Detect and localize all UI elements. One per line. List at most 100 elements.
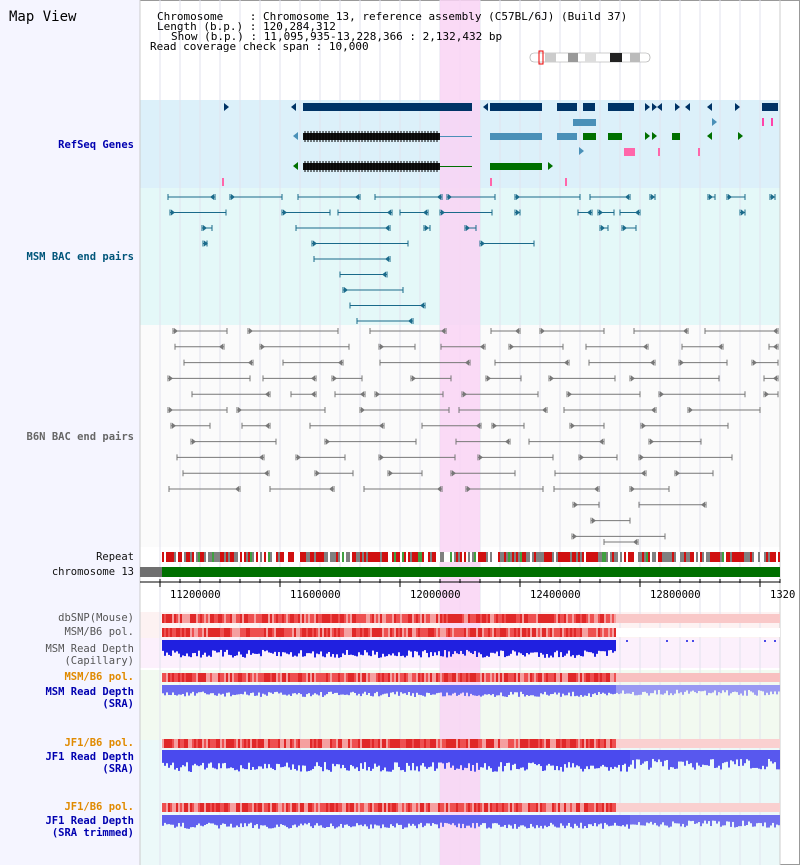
polymorphism-mark bbox=[376, 614, 378, 623]
read-depth-bar bbox=[638, 750, 640, 760]
polymorphism-mark bbox=[200, 614, 202, 623]
track-label-jf1-depth-sra-1[interactable]: JF1 Read Depth bbox=[45, 751, 134, 763]
polymorphism-mark bbox=[744, 628, 746, 637]
polymorphism-mark bbox=[284, 614, 286, 623]
polymorphism-mark bbox=[742, 673, 744, 682]
polymorphism-mark bbox=[514, 739, 516, 748]
read-depth-bar bbox=[254, 815, 256, 826]
polymorphism-mark bbox=[224, 614, 226, 623]
polymorphism-mark bbox=[614, 739, 616, 748]
read-depth-bar bbox=[254, 750, 256, 770]
track-label-jf1-b6-pol-2[interactable]: JF1/B6 pol. bbox=[64, 801, 134, 813]
read-depth-bar bbox=[676, 815, 678, 824]
polymorphism-mark bbox=[276, 803, 278, 812]
polymorphism-mark bbox=[514, 803, 516, 812]
read-depth-bar bbox=[690, 815, 692, 822]
repeat-mark bbox=[722, 552, 724, 562]
read-depth-bar bbox=[728, 750, 730, 768]
repeat-mark bbox=[604, 552, 606, 562]
read-depth-bar bbox=[384, 750, 386, 768]
read-depth-bar bbox=[340, 685, 342, 695]
track-label-refseq[interactable]: RefSeq Genes bbox=[58, 139, 134, 151]
strand-arrow bbox=[657, 103, 662, 111]
polymorphism-mark bbox=[764, 739, 766, 748]
repeat-mark bbox=[588, 552, 590, 562]
track-label-dbsnp[interactable]: dbSNP(Mouse) bbox=[58, 612, 134, 624]
repeat-mark bbox=[336, 552, 338, 562]
polymorphism-mark bbox=[616, 803, 618, 812]
polymorphism-mark bbox=[298, 803, 300, 812]
track-label-repeat[interactable]: Repeat bbox=[96, 551, 134, 563]
polymorphism-mark bbox=[308, 739, 310, 748]
polymorphism-mark bbox=[182, 673, 184, 682]
polymorphism-mark bbox=[372, 803, 374, 812]
polymorphism-mark bbox=[178, 803, 180, 812]
polymorphism-mark bbox=[674, 739, 676, 748]
polymorphism-mark bbox=[162, 673, 164, 682]
read-depth-bar bbox=[634, 750, 636, 769]
polymorphism-mark bbox=[360, 803, 362, 812]
read-depth-bar bbox=[208, 640, 210, 656]
read-depth-bar bbox=[280, 750, 282, 768]
read-depth-bar bbox=[198, 640, 200, 651]
polymorphism-mark bbox=[632, 628, 634, 637]
polymorphism-mark bbox=[526, 614, 528, 623]
polymorphism-mark bbox=[168, 628, 170, 637]
polymorphism-mark bbox=[324, 628, 326, 637]
repeat-mark bbox=[212, 552, 214, 562]
polymorphism-mark bbox=[596, 803, 598, 812]
polymorphism-mark bbox=[326, 673, 328, 682]
polymorphism-mark bbox=[696, 739, 698, 748]
polymorphism-mark bbox=[236, 628, 238, 637]
track-label-msm-b6-pol[interactable]: MSM/B6 pol. bbox=[64, 626, 134, 638]
track-label-jf1-depth-trim-1[interactable]: JF1 Read Depth bbox=[45, 815, 134, 827]
read-depth-bar bbox=[458, 685, 460, 695]
polymorphism-mark bbox=[548, 614, 550, 623]
read-depth-bar bbox=[584, 685, 586, 696]
read-depth-bar bbox=[740, 815, 742, 827]
read-depth-bar bbox=[732, 685, 734, 693]
polymorphism-mark bbox=[670, 803, 672, 812]
polymorphism-mark bbox=[426, 673, 428, 682]
polymorphism-mark bbox=[518, 739, 520, 748]
track-label-jf1-b6-pol-1[interactable]: JF1/B6 pol. bbox=[64, 737, 134, 749]
repeat-mark bbox=[686, 552, 688, 562]
polymorphism-mark bbox=[726, 739, 728, 748]
read-depth-bar bbox=[382, 640, 384, 654]
read-depth-bar bbox=[540, 685, 542, 694]
polymorphism-mark bbox=[634, 803, 636, 812]
track-label-msm-bac[interactable]: MSM BAC end pairs bbox=[26, 251, 134, 263]
polymorphism-mark bbox=[668, 739, 670, 748]
polymorphism-mark bbox=[190, 739, 192, 748]
track-label-msm-depth-sra-1[interactable]: MSM Read Depth bbox=[45, 686, 134, 698]
polymorphism-mark bbox=[192, 803, 194, 812]
read-depth-bar bbox=[314, 685, 316, 694]
read-depth-bar bbox=[536, 685, 538, 697]
track-label-msm-b6-pol-sra[interactable]: MSM/B6 pol. bbox=[64, 671, 134, 683]
polymorphism-mark bbox=[776, 614, 778, 623]
info-coverage-label: Read coverage check span bbox=[150, 40, 309, 53]
repeat-mark bbox=[492, 552, 494, 562]
repeat-mark bbox=[248, 552, 250, 562]
repeat-mark bbox=[426, 552, 428, 562]
track-label-b6n-bac[interactable]: B6N BAC end pairs bbox=[26, 431, 134, 443]
read-depth-bar bbox=[352, 815, 354, 827]
read-depth-bar bbox=[660, 815, 662, 825]
polymorphism-mark bbox=[374, 739, 376, 748]
polymorphism-mark bbox=[268, 628, 270, 637]
polymorphism-mark bbox=[388, 803, 390, 812]
read-depth-bar bbox=[714, 815, 716, 821]
polymorphism-mark bbox=[566, 628, 568, 637]
track-label-msm-depth-cap-1[interactable]: MSM Read Depth bbox=[45, 643, 134, 655]
read-depth-bar bbox=[704, 750, 706, 766]
polymorphism-mark bbox=[604, 803, 606, 812]
read-depth-bar bbox=[666, 640, 668, 642]
polymorphism-mark bbox=[510, 628, 512, 637]
read-depth-bar bbox=[292, 685, 294, 694]
polymorphism-mark bbox=[538, 673, 540, 682]
read-depth-bar bbox=[422, 750, 424, 764]
read-depth-bar bbox=[338, 815, 340, 827]
polymorphism-mark bbox=[674, 614, 676, 623]
polymorphism-mark bbox=[190, 614, 192, 623]
